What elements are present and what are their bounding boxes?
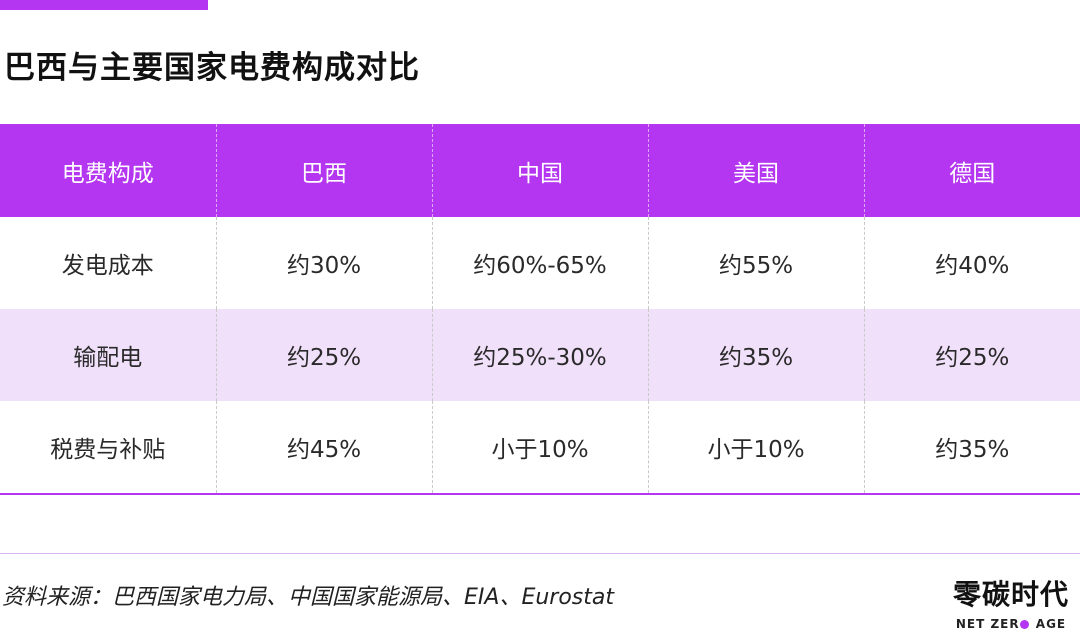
- table-row: 发电成本 约30% 约60%-65% 约55% 约40%: [0, 217, 1080, 309]
- column-header: 德国: [863, 124, 1080, 217]
- comparison-table: 电费构成 巴西 中国 美国 德国 发电成本 约30% 约60%-65% 约55%…: [0, 124, 1080, 495]
- page-title: 巴西与主要国家电费构成对比: [4, 50, 420, 86]
- row-label: 输配电: [0, 309, 216, 401]
- brand-name-en-end: AGE: [1035, 617, 1067, 631]
- table-cell: 约45%: [215, 401, 432, 494]
- column-header: 美国: [647, 124, 864, 217]
- source-note: 资料来源：巴西国家电力局、中国国家能源局、EIA、Eurostat: [2, 585, 614, 610]
- table-cell: 约25%: [215, 309, 432, 401]
- table-cell: 小于10%: [431, 401, 648, 494]
- table-cell: 小于10%: [647, 401, 864, 494]
- table-cell: 约60%-65%: [431, 217, 648, 309]
- footer-divider: [0, 553, 1080, 554]
- brand-name-cn: 零碳时代: [952, 578, 1069, 611]
- brand-dot-icon: [1019, 620, 1029, 629]
- table-row: 税费与补贴 约45% 小于10% 小于10% 约35%: [0, 401, 1080, 494]
- table-cell: 约30%: [215, 217, 432, 309]
- table-cell: 约40%: [863, 217, 1080, 309]
- brand-logo: 零碳时代 NET ZER AGE: [948, 578, 1074, 631]
- table-cell: 约25%: [863, 309, 1080, 401]
- column-header: 电费构成: [0, 124, 216, 217]
- row-label: 税费与补贴: [50, 437, 166, 463]
- column-header: 中国: [431, 124, 648, 217]
- top-accent-bar: [0, 0, 208, 10]
- table-header-row: 电费构成 巴西 中国 美国 德国: [0, 124, 1080, 217]
- table-row: 输配电 约25% 约25%-30% 约35% 约25%: [0, 309, 1080, 401]
- brand-name-en: NET ZER AGE: [948, 617, 1074, 631]
- table-cell: 约35%: [647, 309, 864, 401]
- brand-name-en-start: NET ZER: [955, 617, 1020, 631]
- table-cell: 约55%: [647, 217, 864, 309]
- table-cell: 约35%: [863, 401, 1080, 494]
- table-cell: 约25%-30%: [431, 309, 648, 401]
- row-label: 发电成本: [61, 253, 154, 279]
- column-header: 巴西: [215, 124, 432, 217]
